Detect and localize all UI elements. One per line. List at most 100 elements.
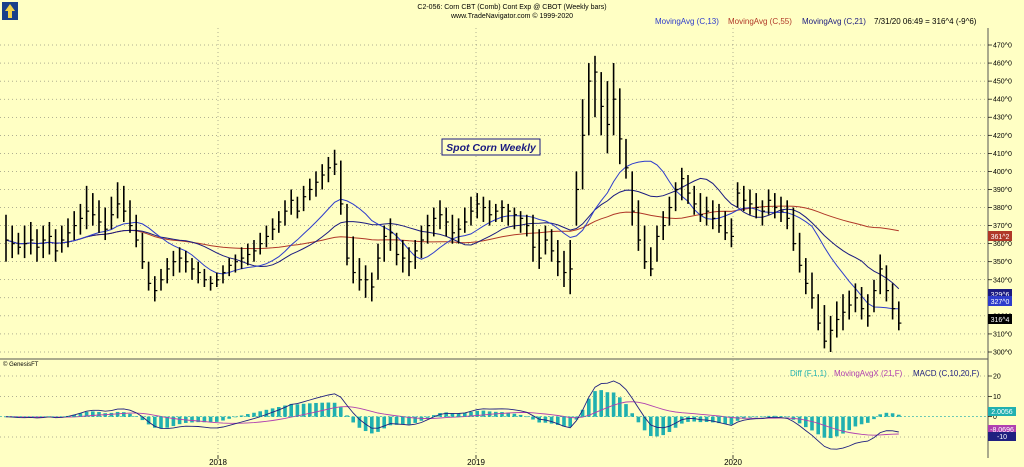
value-tag-ma21: 329^6 — [988, 289, 1012, 299]
diff-histogram-bar — [611, 392, 616, 417]
diff-histogram-bar — [605, 392, 610, 417]
diff-histogram-bar — [692, 416, 696, 422]
svg-text:361^2: 361^2 — [991, 234, 1010, 241]
diff-histogram-bar — [549, 416, 554, 424]
diff-histogram-bar — [661, 416, 665, 436]
diff-histogram-bar — [84, 411, 89, 417]
trade-navigator-logo — [2, 2, 18, 20]
price-tick-label: 450^0 — [993, 79, 1012, 86]
diff-histogram-bar — [128, 413, 132, 417]
diff-histogram-bar — [835, 416, 839, 437]
price-axis: 300^0310^0320^0330^0340^0350^0360^0370^0… — [988, 43, 1012, 357]
diff-histogram-bar — [463, 413, 467, 417]
diff-histogram-bar — [754, 416, 758, 418]
diff-histogram-bar — [289, 403, 293, 417]
diff-histogram-bar — [481, 410, 486, 417]
diff-histogram-bar — [320, 402, 324, 417]
diff-histogram-bar — [568, 416, 572, 427]
diff-histogram-bar — [295, 404, 300, 417]
diff-histogram-bar — [797, 416, 802, 424]
diff-histogram-bar — [717, 416, 721, 424]
diff-histogram-bar — [370, 416, 374, 434]
diff-histogram-bar — [624, 404, 628, 417]
diff-histogram-bar — [630, 413, 634, 417]
diff-histogram-bar — [314, 402, 318, 417]
price-bars — [5, 55, 902, 352]
diff-histogram-bar — [773, 415, 777, 417]
chart-title: C2-056: Corn CBT (Comb) Cont Exp @ CBOT … — [417, 4, 606, 11]
diff-histogram-bar — [177, 416, 182, 425]
diff-histogram-bar — [866, 416, 870, 423]
price-tick-label: 460^0 — [993, 61, 1012, 68]
price-tick-label: 300^0 — [993, 350, 1012, 357]
diff-histogram-bar — [469, 411, 473, 417]
diff-histogram-bar — [72, 414, 76, 417]
svg-text:327^0: 327^0 — [991, 299, 1010, 306]
last-quote: 7/31/20 06:49 = 316^4 (-9^6) — [874, 17, 977, 26]
diff-histogram-bar — [804, 416, 808, 428]
legend-mavx: MovingAvgX (21,F) — [834, 369, 903, 378]
legend-macd: MACD (C,10,20,F) — [913, 369, 980, 378]
diff-histogram-bar — [407, 416, 411, 425]
price-tick-label: 410^0 — [993, 151, 1012, 158]
diff-histogram-bar — [413, 416, 417, 423]
diff-histogram-bar — [897, 414, 901, 417]
price-tick-label: 380^0 — [993, 205, 1012, 212]
diff-histogram-bar — [711, 416, 715, 423]
value-tag-last: 316^4 — [988, 314, 1012, 324]
diff-histogram-bar — [221, 416, 225, 421]
diff-histogram-bar — [729, 416, 734, 425]
price-tick-label: 400^0 — [993, 169, 1012, 176]
diff-histogram-bar — [91, 411, 95, 417]
diff-histogram-bar — [580, 409, 585, 417]
diff-histogram-bar — [890, 413, 895, 417]
diff-histogram-bar — [345, 415, 349, 417]
price-tick-label: 350^0 — [993, 259, 1012, 266]
price-tick-label: 340^0 — [993, 277, 1012, 284]
diff-histogram-bar — [742, 416, 746, 419]
svg-text:316^4: 316^4 — [991, 317, 1010, 324]
diff-histogram-bar — [140, 416, 145, 421]
diff-histogram-bar — [258, 411, 262, 417]
price-tick-label: 420^0 — [993, 133, 1012, 140]
diff-histogram-bar — [810, 416, 814, 431]
svg-text:2.0056: 2.0056 — [991, 409, 1013, 416]
diff-histogram-bar — [760, 416, 765, 418]
diff-histogram-bar — [146, 416, 151, 425]
diff-histogram-bar — [153, 416, 157, 428]
diff-histogram-bar — [326, 402, 331, 417]
diff-histogram-bar — [283, 405, 287, 417]
diff-histogram-bar — [382, 416, 386, 429]
diff-histogram-bar — [351, 416, 355, 423]
osc-tick-label: 0 — [993, 414, 997, 421]
diff-histogram-bar — [233, 416, 238, 418]
diff-histogram-bar — [202, 416, 207, 423]
diff-histogram-bar — [159, 416, 163, 429]
year-tick-label: 2019 — [467, 458, 485, 467]
diff-histogram-bar — [853, 416, 858, 427]
diff-histogram-bar — [847, 416, 851, 431]
diff-histogram-bar — [748, 416, 752, 418]
svg-text:-10: -10 — [997, 434, 1007, 441]
diff-histogram-bar — [357, 416, 362, 428]
diff-histogram-bar — [196, 416, 200, 423]
time-axis: 2018 2019 2020 — [209, 455, 742, 467]
diff-histogram-bar — [456, 413, 461, 417]
oscillator-lines — [0, 380, 988, 450]
diff-histogram-bar — [208, 416, 213, 423]
price-tick-label: 310^0 — [993, 331, 1012, 338]
year-tick-label: 2018 — [209, 458, 227, 467]
price-tick-label: 360^0 — [993, 241, 1012, 248]
osc-tick-label: 10 — [993, 394, 1001, 401]
diff-histogram — [4, 390, 901, 439]
legend-diff: Diff (F,1,1) — [790, 369, 827, 378]
diff-histogram-bar — [506, 412, 510, 417]
osc-tick-label: 20 — [993, 374, 1001, 381]
diff-histogram-bar — [97, 411, 101, 417]
diff-histogram-bar — [401, 416, 405, 425]
diff-histogram-bar — [822, 416, 827, 438]
diff-histogram-bar — [475, 410, 479, 417]
diff-histogram-bar — [556, 416, 560, 425]
price-tick-label: 440^0 — [993, 97, 1012, 104]
